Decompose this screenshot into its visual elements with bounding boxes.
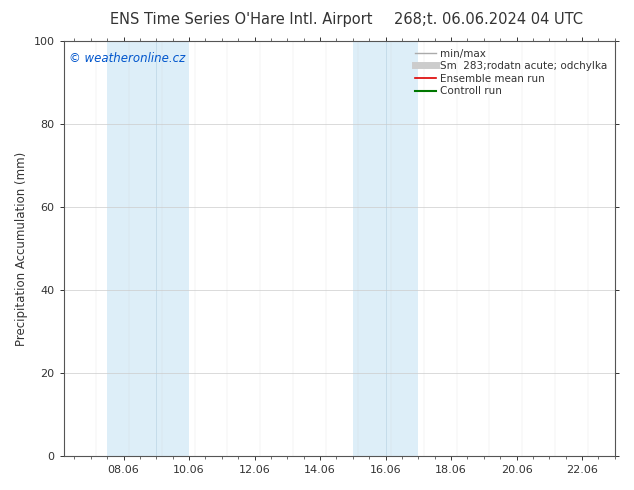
Text: 268;t. 06.06.2024 04 UTC: 268;t. 06.06.2024 04 UTC (394, 12, 583, 27)
Text: ENS Time Series O'Hare Intl. Airport: ENS Time Series O'Hare Intl. Airport (110, 12, 372, 27)
Bar (157, 41, 189, 456)
Legend: min/max, Sm  283;rodatn acute; odchylka, Ensemble mean run, Controll run: min/max, Sm 283;rodatn acute; odchylka, … (413, 47, 610, 98)
Bar (385, 41, 418, 456)
Text: © weatheronline.cz: © weatheronline.cz (69, 51, 185, 65)
Bar (353, 41, 385, 456)
Bar (107, 41, 157, 456)
Y-axis label: Precipitation Accumulation (mm): Precipitation Accumulation (mm) (15, 151, 28, 346)
